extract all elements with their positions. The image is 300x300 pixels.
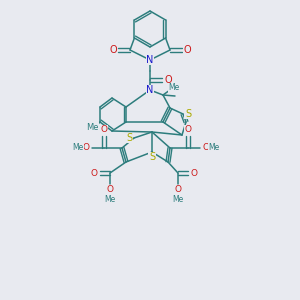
Text: Me: Me	[168, 83, 180, 92]
Text: O: O	[106, 185, 113, 194]
Text: O: O	[100, 125, 107, 134]
Text: S: S	[185, 109, 191, 119]
Text: O: O	[184, 125, 191, 134]
Text: Me: Me	[172, 194, 184, 203]
Text: Me: Me	[86, 122, 98, 131]
Text: Me: Me	[72, 143, 84, 152]
Text: O: O	[82, 143, 89, 152]
Text: O: O	[190, 169, 197, 178]
Text: S: S	[126, 133, 132, 143]
Text: O: O	[91, 169, 98, 178]
Text: O: O	[202, 143, 209, 152]
Text: Me: Me	[104, 194, 116, 203]
Text: O: O	[164, 75, 172, 85]
Text: S: S	[149, 152, 155, 162]
Text: N: N	[146, 85, 154, 95]
Text: Me: Me	[208, 143, 220, 152]
Text: O: O	[183, 45, 191, 55]
Text: O: O	[109, 45, 117, 55]
Text: O: O	[175, 185, 182, 194]
Text: N: N	[146, 55, 154, 65]
